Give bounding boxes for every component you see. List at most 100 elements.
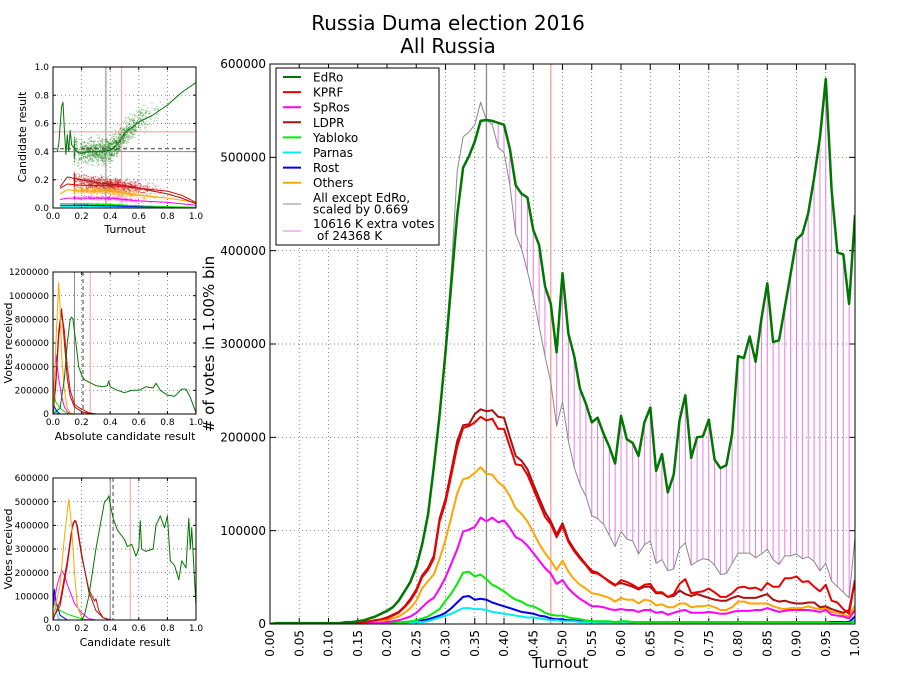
scatter-point — [147, 181, 149, 184]
scatter-point — [152, 192, 154, 195]
scatter-point — [97, 154, 99, 156]
scatter-point — [114, 139, 116, 142]
scatter-point — [122, 142, 124, 144]
scatter-point — [133, 126, 136, 129]
scatter-point — [102, 160, 104, 162]
x-tick-label: 1.0 — [189, 418, 204, 428]
scatter-point — [115, 142, 117, 144]
scatter-point — [83, 152, 85, 155]
legend: EdRoKPRFSpRosLDPRYablokoParnasRostOthers… — [275, 67, 440, 246]
scatter-point — [138, 122, 140, 125]
scatter-point — [98, 154, 100, 157]
scatter-point — [117, 144, 120, 146]
scatter-point — [83, 145, 86, 147]
scatter-point — [90, 136, 93, 139]
scatter-point — [113, 152, 116, 154]
scatter-point — [125, 129, 128, 131]
scatter-point — [145, 109, 147, 112]
scatter-point — [110, 189, 113, 191]
scatter-point — [83, 153, 86, 156]
scatter-point — [101, 156, 104, 158]
scatter-point — [73, 140, 76, 143]
y-tick-label: 600000 — [15, 339, 50, 349]
scatter-point — [84, 183, 86, 185]
scatter-point — [112, 141, 115, 143]
scatter-point — [85, 145, 88, 147]
scatter-point — [123, 139, 125, 141]
scatter-point — [73, 141, 76, 143]
scatter-point — [102, 146, 105, 148]
scatter-point — [99, 149, 101, 152]
x-tick-label: 0.80 — [731, 630, 745, 657]
legend-label: KPRF — [313, 86, 343, 100]
scatter-point — [92, 160, 94, 162]
scatter-point — [127, 136, 129, 138]
scatter-point — [133, 122, 136, 124]
scatter-point — [98, 152, 101, 154]
scatter-point — [92, 177, 95, 179]
scatter-point — [112, 135, 115, 138]
scatter-point — [86, 148, 89, 151]
scatter-point — [97, 140, 99, 143]
scatter-point — [125, 116, 128, 118]
x-tick-label: 0.35 — [468, 630, 482, 657]
scatter-point — [109, 143, 111, 145]
scatter-point — [114, 196, 117, 199]
scatter-point — [130, 118, 132, 121]
scatter-point — [95, 145, 97, 148]
scatter-point — [115, 140, 118, 143]
scatter-point — [77, 193, 79, 195]
scatter-point — [97, 143, 99, 145]
scatter-point — [102, 157, 104, 159]
scatter-point — [134, 128, 136, 131]
scatter-point — [125, 121, 128, 124]
scatter-point — [102, 140, 104, 143]
scatter-point — [110, 143, 113, 145]
scatter-point — [80, 144, 83, 147]
scatter-point — [73, 144, 76, 147]
scatter-point — [99, 179, 102, 181]
scatter-point — [73, 137, 76, 139]
scatter-point — [131, 189, 134, 191]
scatter-point — [116, 139, 118, 141]
scatter-point — [154, 107, 157, 110]
scatter-point — [84, 147, 87, 150]
scatter-point — [116, 155, 118, 158]
scatter-point — [91, 155, 94, 157]
scatter-point — [92, 153, 94, 156]
scatter-point — [101, 160, 104, 163]
scatter-point — [93, 147, 95, 149]
scatter-point — [140, 112, 142, 114]
scatter-point — [152, 183, 155, 185]
scatter-point — [157, 185, 159, 187]
scatter-point — [94, 152, 96, 154]
scatter-point — [98, 135, 100, 137]
scatter-point — [114, 144, 116, 146]
scatter-point — [85, 146, 88, 149]
scatter-point — [73, 153, 76, 155]
scatter-point — [115, 188, 117, 190]
scatter-point — [106, 148, 109, 150]
scatter-point — [89, 157, 92, 159]
scatter-point — [100, 144, 103, 147]
scatter-point — [126, 133, 128, 135]
scatter-point — [114, 142, 117, 144]
scatter-point — [94, 188, 96, 191]
scatter-point — [134, 115, 136, 117]
legend-label: Rost — [313, 161, 339, 175]
scatter-point — [90, 140, 92, 143]
x-axis-label: Candidate result — [80, 636, 172, 649]
scatter-point — [101, 154, 104, 157]
scatter-point — [151, 102, 153, 104]
scatter-point — [89, 155, 92, 157]
scatter-point — [138, 109, 140, 112]
scatter-point — [107, 153, 109, 155]
scatter-point — [96, 140, 99, 143]
scatter-point — [124, 137, 127, 140]
scatter-point — [78, 158, 80, 161]
scatter-point — [113, 153, 115, 155]
scatter-point — [75, 137, 78, 140]
scatter-point — [80, 199, 83, 201]
scatter-point — [97, 188, 99, 190]
scatter-point — [134, 180, 136, 182]
